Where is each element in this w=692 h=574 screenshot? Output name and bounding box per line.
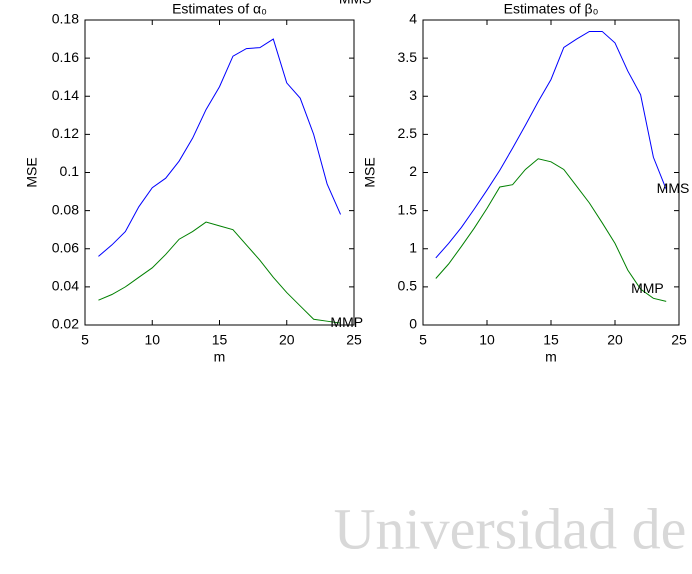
x-tick-label: 5 — [419, 332, 427, 348]
y-tick-label: 0.08 — [52, 201, 79, 217]
series-label: MMP — [631, 280, 664, 296]
x-axis-label: m — [214, 349, 226, 365]
y-tick-label: 0.06 — [52, 239, 79, 255]
y-tick-label: 3 — [409, 87, 417, 103]
data-line — [435, 30, 667, 259]
y-tick-label: 0.14 — [52, 87, 79, 103]
y-tick-label: 1.5 — [398, 201, 418, 217]
y-tick-label: 0.04 — [52, 278, 79, 294]
x-axis-label: m — [545, 349, 557, 365]
y-tick-label: 1 — [409, 239, 417, 255]
y-tick-label: 0.1 — [60, 163, 80, 179]
x-tick-label: 5 — [81, 332, 89, 348]
x-tick-label: 15 — [212, 332, 228, 348]
y-tick-label: 0.02 — [52, 316, 79, 332]
x-tick-label: 20 — [607, 332, 623, 348]
x-tick-label: 25 — [346, 332, 362, 348]
y-tick-label: 4 — [409, 11, 417, 27]
y-tick-label: 0.18 — [52, 11, 79, 27]
y-tick-label: 3.5 — [398, 49, 418, 65]
series-label: MMS — [339, 0, 372, 7]
x-tick-label: 10 — [479, 332, 495, 348]
chart-title: Estimates of β₀ — [504, 1, 599, 17]
data-line — [98, 221, 341, 324]
x-tick-label: 10 — [144, 332, 160, 348]
y-tick-label: 2 — [409, 163, 417, 179]
plot-frame — [84, 19, 355, 326]
watermark: Universidad de — [334, 496, 687, 561]
data-line — [435, 158, 667, 302]
series-label: MMP — [330, 314, 363, 330]
x-tick-label: 15 — [543, 332, 559, 348]
y-tick-label: 0.5 — [398, 278, 418, 294]
series-label: MMS — [657, 180, 690, 196]
x-tick-label: 20 — [279, 332, 295, 348]
y-axis-label: MSE — [24, 157, 40, 187]
x-tick-label: 25 — [671, 332, 687, 348]
y-tick-label: 2.5 — [398, 125, 418, 141]
y-tick-label: 0 — [409, 316, 417, 332]
y-tick-label: 0.16 — [52, 49, 79, 65]
y-tick-label: 0.12 — [52, 125, 79, 141]
chart-title: Estimates of α₀ — [172, 1, 267, 17]
y-axis-label: MSE — [362, 157, 378, 187]
data-line — [98, 38, 342, 257]
